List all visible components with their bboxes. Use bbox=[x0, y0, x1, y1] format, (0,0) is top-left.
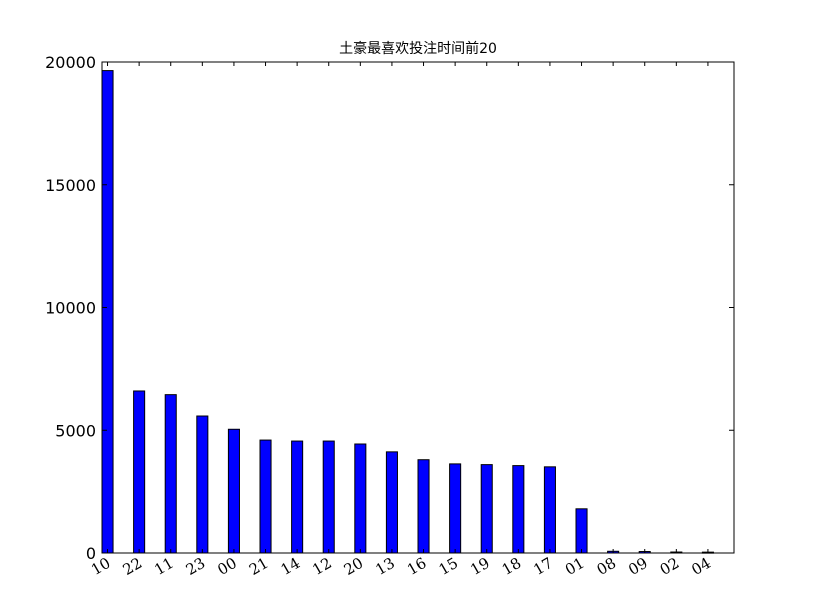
x-tick-label: 21 bbox=[246, 554, 272, 579]
bar-00 bbox=[227, 428, 240, 554]
plot-frame bbox=[101, 61, 735, 554]
bar-22 bbox=[133, 390, 146, 554]
x-tick-label: 11 bbox=[151, 554, 177, 579]
x-tick-label: 04 bbox=[688, 554, 714, 579]
bar-17 bbox=[543, 466, 556, 554]
x-tick-label: 12 bbox=[309, 554, 335, 579]
x-tick-label: 20 bbox=[341, 554, 367, 579]
x-tick-label: 15 bbox=[436, 554, 462, 579]
bar-21 bbox=[259, 439, 272, 554]
x-tick-label: 02 bbox=[657, 554, 683, 579]
y-tick-label: 10000 bbox=[45, 299, 96, 318]
chart-title: 土豪最喜欢投注时间前20 bbox=[339, 41, 497, 57]
bar-10 bbox=[101, 70, 114, 554]
bar-12 bbox=[322, 440, 335, 554]
x-tick-label: 19 bbox=[467, 554, 493, 579]
bar-15 bbox=[449, 463, 462, 554]
x-tick-label: 16 bbox=[404, 554, 430, 579]
bar-18 bbox=[512, 465, 525, 554]
bar-01 bbox=[575, 508, 588, 554]
y-tick-label: 5000 bbox=[55, 421, 96, 440]
x-tick-label: 00 bbox=[214, 554, 240, 579]
bar-14 bbox=[291, 440, 304, 554]
x-tick-label: 14 bbox=[278, 554, 304, 579]
x-tick-label: 08 bbox=[594, 554, 620, 579]
bar-11 bbox=[164, 394, 177, 554]
y-tick-label: 0 bbox=[86, 544, 96, 563]
y-tick-label: 15000 bbox=[45, 176, 96, 195]
x-tick-label: 22 bbox=[120, 554, 146, 579]
x-tick-label: 18 bbox=[499, 554, 525, 579]
x-tick-label: 17 bbox=[530, 554, 556, 579]
bar-23 bbox=[196, 415, 209, 554]
x-tick-label: 01 bbox=[562, 554, 588, 579]
bar-16 bbox=[417, 459, 430, 554]
bar-19 bbox=[480, 464, 493, 554]
x-tick-label: 09 bbox=[625, 554, 651, 579]
y-tick-label: 20000 bbox=[45, 53, 96, 72]
x-tick-label: 23 bbox=[183, 554, 209, 579]
x-ticks-group: 10 22 11 23 00 21 14 12 20 13 16 15 19 18 17 01 08 09 02 04 bbox=[88, 62, 714, 579]
bar-13 bbox=[385, 451, 398, 554]
bars-group bbox=[101, 70, 714, 554]
x-tick-label: 13 bbox=[372, 554, 398, 579]
bar-20 bbox=[354, 443, 367, 554]
